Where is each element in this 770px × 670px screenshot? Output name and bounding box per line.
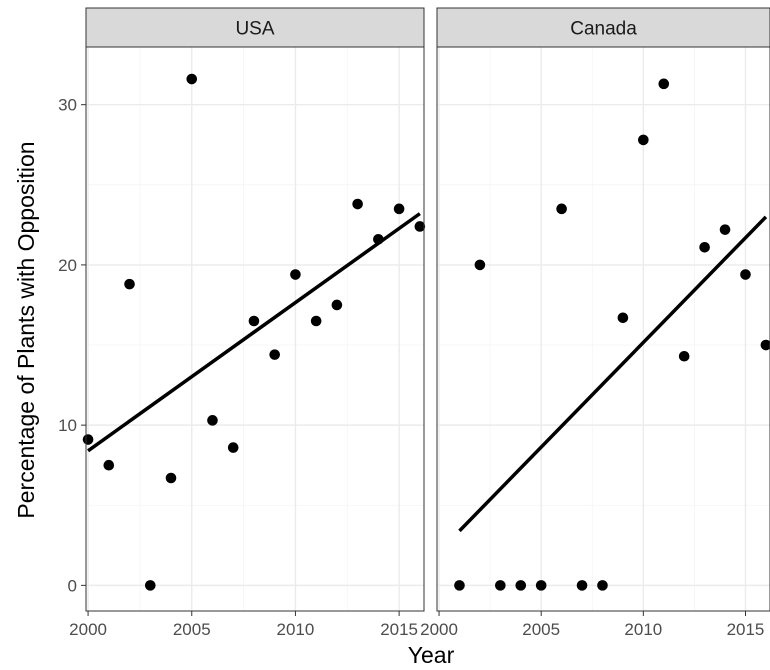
trend-line-group: [458, 215, 768, 533]
facet-strip-label: USA: [235, 19, 274, 40]
data-point: [474, 259, 486, 271]
x-tick-label: 2015: [727, 620, 765, 639]
data-point: [495, 580, 506, 591]
panel-canada: Canada: [436, 7, 770, 612]
data-point: [207, 415, 218, 426]
x-tick-label: 2000: [420, 620, 458, 639]
panel-border: [436, 46, 770, 612]
data-point: [227, 442, 239, 453]
data-point: [678, 350, 690, 362]
data-point: [165, 472, 177, 484]
data-point: [393, 203, 405, 215]
y-tick-label: 20: [58, 256, 77, 275]
data-point: [719, 224, 731, 235]
data-point: [535, 580, 547, 591]
trend-line: [87, 212, 421, 453]
data-point: [597, 580, 608, 591]
x-tick-label: 2005: [173, 620, 211, 639]
data-point: [103, 459, 115, 471]
panel-background: [86, 47, 424, 611]
x-tick-label: 2010: [624, 620, 662, 639]
data-point: [310, 315, 322, 327]
data-points: [82, 73, 426, 591]
x-tick-label: 2010: [277, 620, 315, 639]
x-tick-label: 2015: [380, 620, 418, 639]
x-axis: 2000 2005 2010 2015 2000 2005 2010 2015: [69, 611, 764, 639]
data-point: [740, 269, 751, 280]
y-tick-label: 30: [58, 96, 77, 115]
x-tick-label: 2005: [522, 620, 560, 639]
data-point: [638, 134, 649, 146]
facet-strip-label: Canada: [570, 19, 637, 40]
panel-background: [437, 47, 770, 611]
data-points: [454, 78, 770, 591]
y-axis-title: Percentage of Plants with Opposition: [13, 141, 39, 518]
x-tick-label: 2000: [69, 620, 107, 639]
trend-line: [458, 215, 768, 533]
gridlines: [86, 47, 424, 611]
panel-usa: USA: [82, 7, 426, 612]
data-point: [617, 312, 629, 324]
data-point: [760, 339, 770, 351]
facet-strip: [85, 7, 425, 48]
y-axis: 0 10 20 30: [58, 96, 86, 595]
data-point: [373, 233, 384, 245]
data-point: [414, 221, 426, 232]
data-point: [331, 299, 343, 311]
trend-line-group: [87, 212, 421, 453]
panels-layer: USA Canada: [82, 7, 770, 612]
facet-strip: [436, 7, 770, 48]
data-point: [454, 580, 465, 591]
panel-border: [85, 46, 425, 612]
data-point: [352, 198, 363, 210]
y-tick-label: 0: [68, 576, 77, 595]
data-point: [515, 580, 527, 591]
data-point: [576, 580, 588, 591]
data-point: [269, 349, 280, 360]
data-point: [658, 78, 670, 90]
data-point: [290, 269, 301, 280]
y-tick-label: 10: [58, 416, 77, 435]
data-point: [248, 315, 260, 327]
data-point: [186, 73, 198, 85]
data-point: [144, 580, 156, 591]
data-point: [699, 241, 710, 253]
data-point: [556, 203, 567, 215]
x-axis-title: Year: [408, 642, 455, 668]
data-point: [82, 434, 94, 445]
data-point: [124, 278, 135, 290]
